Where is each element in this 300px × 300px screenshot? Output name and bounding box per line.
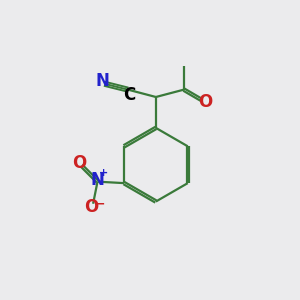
Text: O: O: [198, 93, 212, 111]
Text: N: N: [91, 171, 104, 189]
Text: N: N: [95, 72, 109, 90]
Text: −: −: [94, 198, 105, 211]
Text: O: O: [85, 198, 99, 216]
Text: O: O: [72, 154, 86, 172]
Text: +: +: [99, 168, 109, 178]
Text: C: C: [124, 86, 136, 104]
